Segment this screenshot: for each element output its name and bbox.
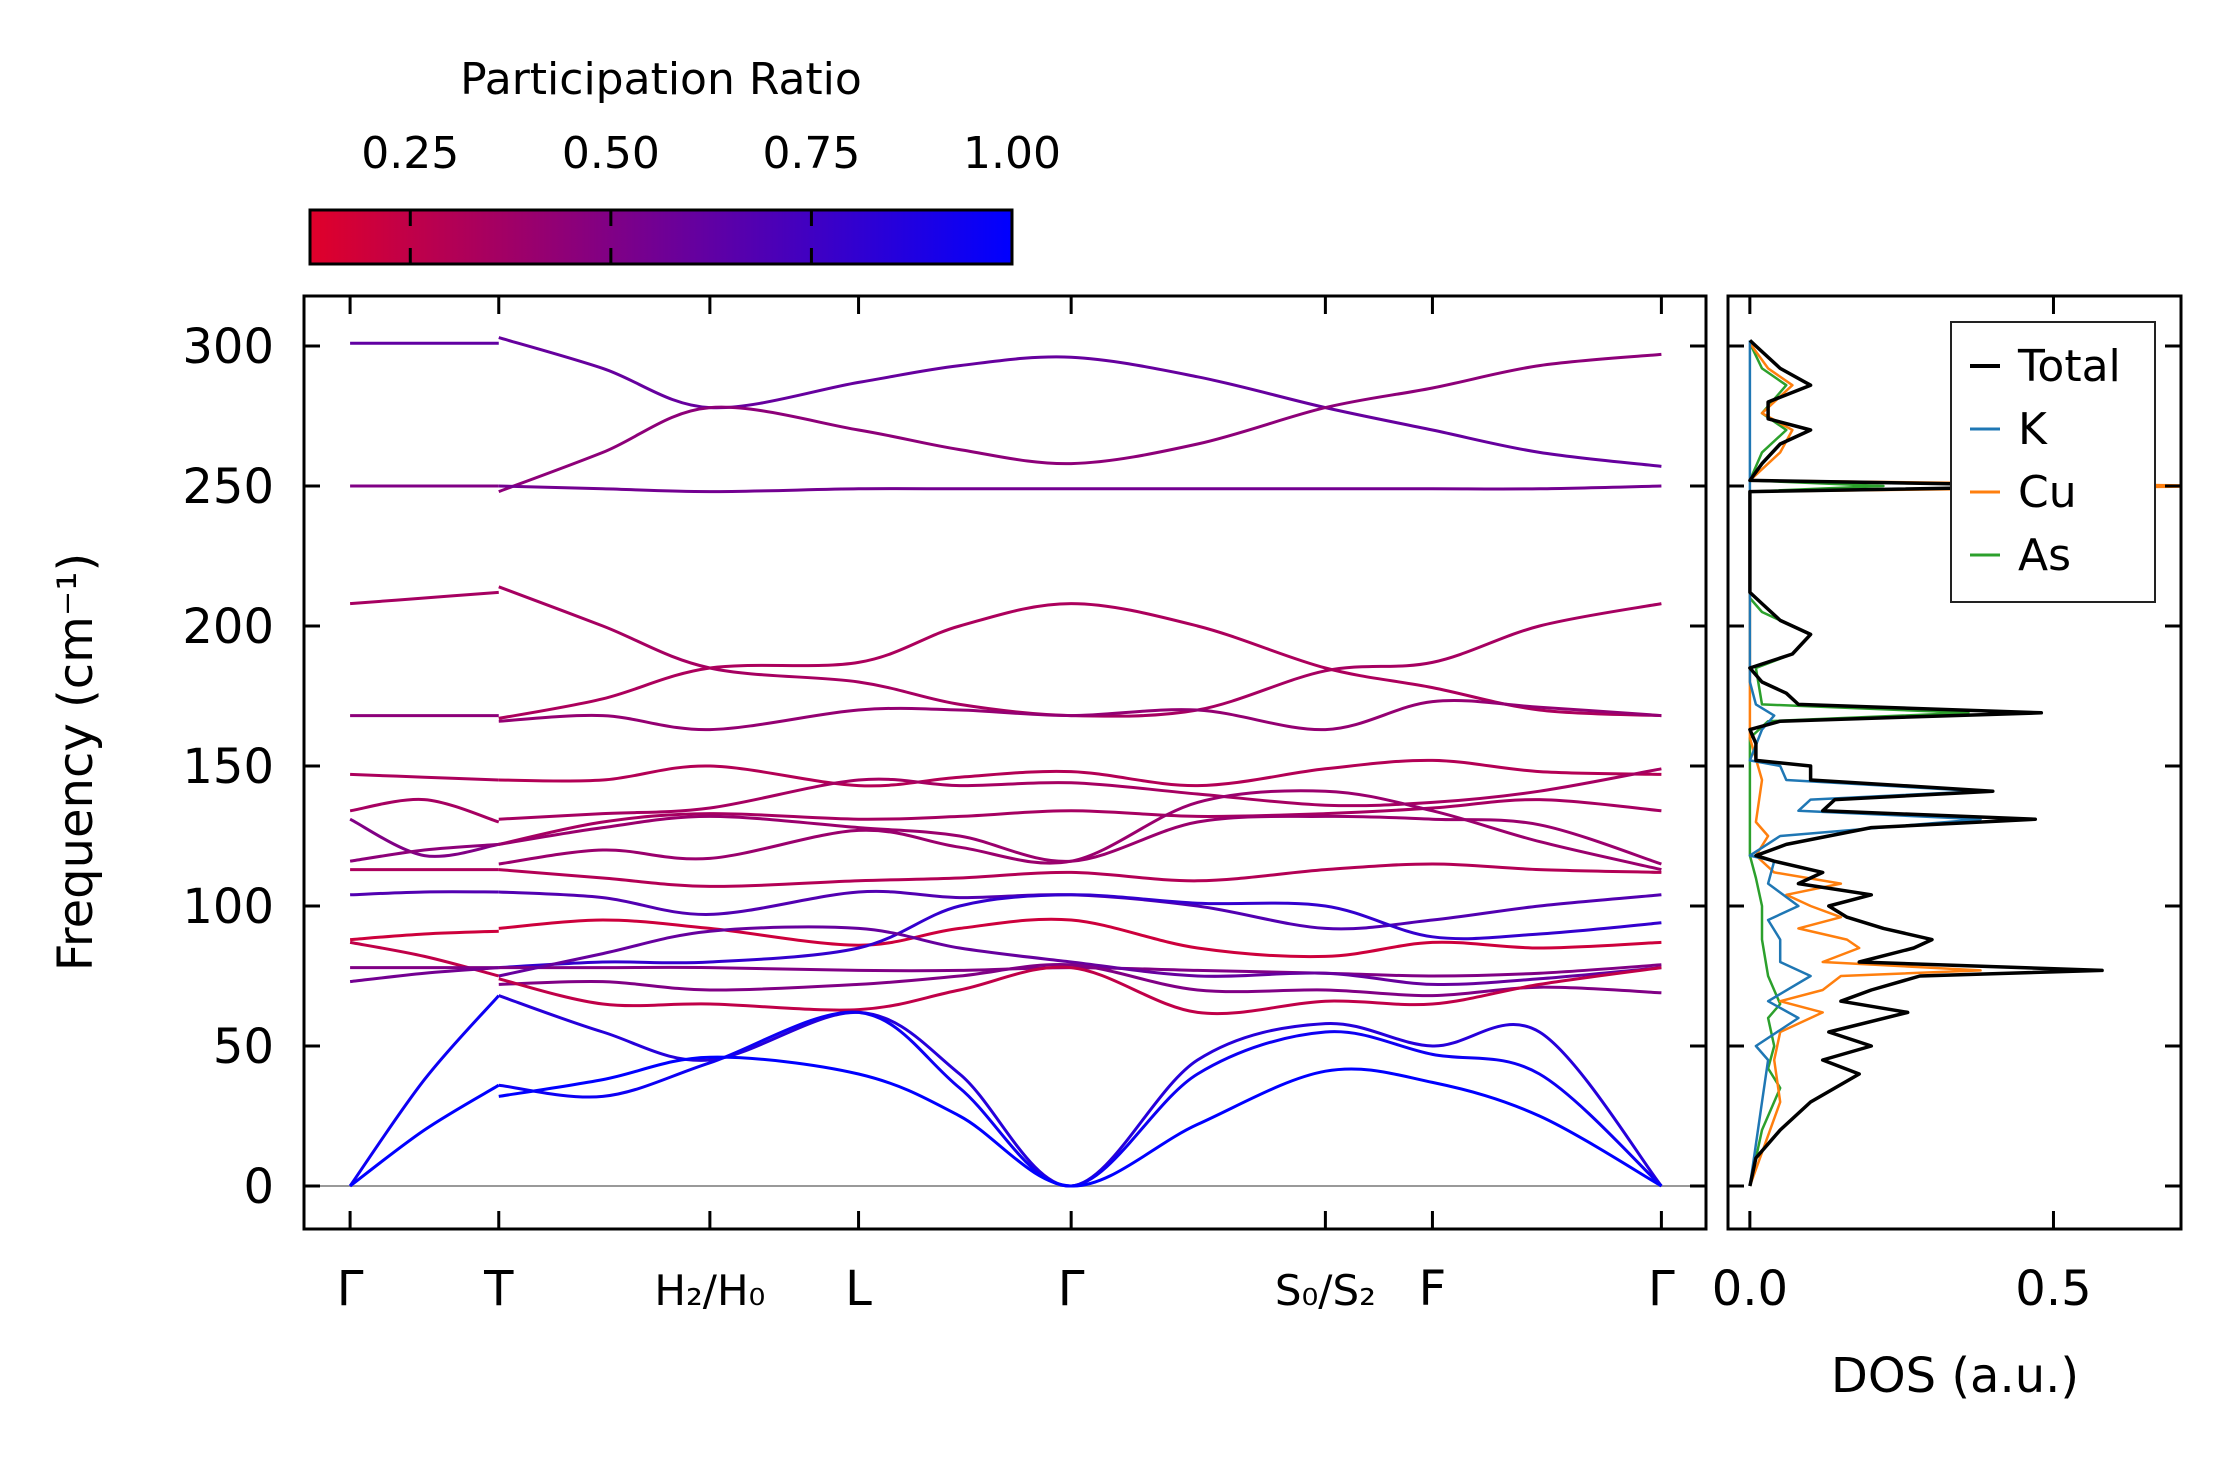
- phonon-band: [498, 352, 1662, 494]
- phonon-band: [349, 817, 500, 858]
- colorbar-tick-label: 0.50: [562, 128, 660, 179]
- phonon-band: [349, 1083, 500, 1188]
- y-axis-label: Frequency (cm⁻¹): [48, 553, 104, 971]
- phonon-band: [348, 994, 500, 1187]
- phonon-band: [349, 590, 499, 606]
- phonon-band: [350, 772, 499, 782]
- y-tick-label: 250: [182, 459, 274, 515]
- phonon-band: [349, 940, 500, 978]
- colorbar-tick-label: 1.00: [963, 128, 1061, 179]
- y-tick-label: 200: [182, 599, 274, 655]
- y-tick-label: 150: [182, 739, 274, 795]
- dos-series-as: [1748, 342, 1970, 1187]
- phonon-band: [498, 336, 1662, 468]
- x-tick-label: Γ: [1058, 1261, 1085, 1317]
- y-tick-label: 100: [182, 879, 274, 935]
- x-tick-label: S₀/S₂: [1275, 1266, 1376, 1315]
- phonon-band: [498, 767, 1662, 821]
- x-tick-label: H₂/H₀: [654, 1266, 765, 1315]
- phonon-band: [498, 917, 1662, 959]
- x-tick-label: Γ: [337, 1261, 364, 1317]
- phonon-band: [349, 797, 500, 824]
- dos-x-tick-label: 0.5: [2015, 1261, 2091, 1317]
- phonon-band: [498, 994, 1663, 1188]
- phonon-band: [498, 789, 1662, 872]
- legend-label-as: As: [2018, 530, 2071, 581]
- phonon-band: [349, 842, 499, 863]
- phonon-band: [350, 890, 499, 897]
- phonon-band: [498, 585, 1662, 718]
- colorbar: Participation Ratio 0.25 0.50 0.75 1.00: [308, 54, 1061, 266]
- colorbar-label: Participation Ratio: [460, 54, 862, 105]
- phonon-band: [498, 798, 1662, 846]
- legend-label-total: Total: [2017, 341, 2121, 392]
- x-tick-label: Γ: [1648, 1261, 1675, 1317]
- phonon-band: [498, 758, 1662, 788]
- x-tick-label: T: [483, 1261, 514, 1317]
- phonon-band: [498, 699, 1662, 732]
- phonon-band: [498, 1010, 1663, 1188]
- phonon-band: [498, 484, 1662, 494]
- main-axes-frame: [302, 294, 1708, 1231]
- dos-axes-frame: [1726, 294, 2183, 1231]
- legend-label-k: K: [2018, 404, 2048, 455]
- legend: Total K Cu As: [1950, 321, 2156, 603]
- phonon-band: [349, 966, 499, 984]
- dos-series-k: [1748, 340, 1982, 1187]
- phonon-band: [498, 862, 1662, 888]
- colorbar-tick-label: 0.75: [762, 128, 860, 179]
- x-tick-label: F: [1419, 1261, 1447, 1317]
- phonon-band: [498, 925, 1662, 987]
- y-tick-label: 50: [213, 1019, 274, 1075]
- phonon-band: [498, 965, 1662, 1016]
- y-tick-label: 0: [243, 1159, 274, 1215]
- phonon-band: [498, 1055, 1663, 1188]
- dos-x-axis-label: DOS (a.u.): [1831, 1348, 2079, 1404]
- x-tick-label: L: [845, 1261, 872, 1317]
- dos-series-cu: [1748, 342, 2181, 1187]
- phonon-band: [498, 962, 1662, 998]
- dos-plot: 0.0 0.5 DOS (a.u.) Total K Cu As: [1712, 294, 2183, 1404]
- band-structure-plot: 0 50 100 150 200 250 300 Γ T H₂/H₀ L Γ S₀/S₂ F Γ Frequ…: [48, 294, 1708, 1317]
- phonon-band: [498, 893, 1662, 970]
- phonon-band: [349, 929, 499, 942]
- colorbar-tick-label: 0.25: [361, 128, 459, 179]
- dos-x-tick-label: 0.0: [1712, 1261, 1788, 1317]
- y-tick-label: 300: [182, 319, 274, 375]
- colorbar-gradient: [308, 208, 1014, 266]
- phonon-band: [498, 602, 1662, 720]
- legend-label-cu: Cu: [2018, 467, 2077, 518]
